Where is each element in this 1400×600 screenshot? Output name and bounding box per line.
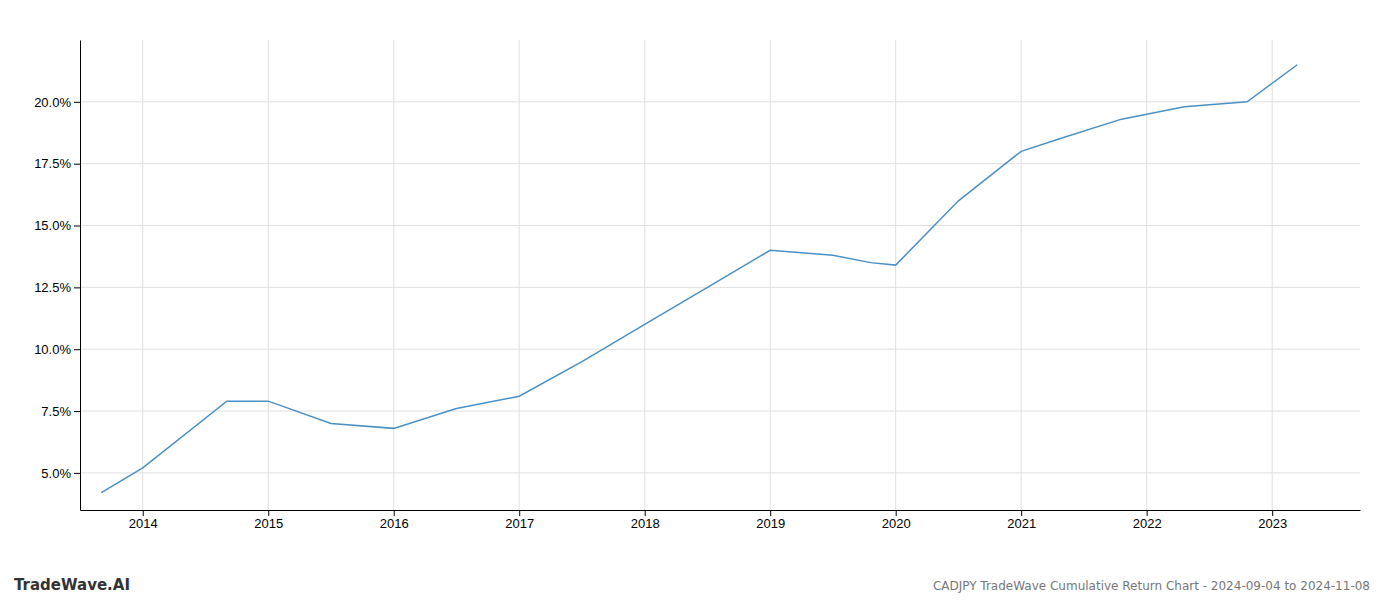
y-tick-label: 5.0% [41,466,71,481]
x-tick: 2017 [505,510,534,531]
x-tick-label: 2022 [1133,516,1162,531]
line [101,65,1297,493]
x-tick: 2023 [1258,510,1287,531]
chart: 2014 2015 2016 2017 2018 2019 2020 2021 2022 2023… [0,0,1400,600]
annotation: TradeWave.AI [14,576,130,594]
title: CADJPY TradeWave Cumulative Return Chart… [933,579,1370,593]
grid-line-y [80,472,1360,473]
grid-line-x [895,40,896,510]
y-tick-mark [74,473,80,474]
x-tick-mark [896,510,897,516]
grid-line-x [1272,40,1273,510]
y-tick: 7.5% [41,404,80,419]
y-tick: 5.0% [41,466,80,481]
y-tick-mark [74,102,80,103]
x-tick-label: 2017 [505,516,534,531]
y-axis: 5.0% 7.5% 10.0% 12.5% 15.0% 17.5% 20.0% [34,41,80,511]
grid-line-x [142,40,143,510]
y-axis-line [80,41,81,511]
marks [101,65,1297,493]
x-tick-mark [645,510,646,516]
x-tick: 2015 [254,510,283,531]
grid-line-x [1146,40,1147,510]
x-tick: 2014 [129,510,158,531]
y-tick: 17.5% [34,156,80,171]
x-tick-mark [394,510,395,516]
x-tick-label: 2015 [254,516,283,531]
x-tick: 2019 [756,510,785,531]
grid-line-x [393,40,394,510]
x-tick-mark [770,510,771,516]
x-tick-mark [143,510,144,516]
grid-line-y [80,287,1360,288]
grid-line-y [80,411,1360,412]
y-tick-mark [74,349,80,350]
grid-line-y [80,349,1360,350]
grid-line-x [644,40,645,510]
x-tick-label: 2023 [1258,516,1287,531]
grid-line-y [80,101,1360,102]
x-tick-label: 2014 [129,516,158,531]
y-tick: 10.0% [34,342,80,357]
x-tick-label: 2018 [631,516,660,531]
x-axis: 2014 2015 2016 2017 2018 2019 2020 2021 2022 2023 [81,510,1361,531]
y-tick-label: 12.5% [34,280,71,295]
grid-line-x [268,40,269,510]
y-tick: 15.0% [34,218,80,233]
y-tick-label: 20.0% [34,95,71,110]
x-axis-line [81,510,1361,511]
x-tick-mark [519,510,520,516]
plot-area: 2014 2015 2016 2017 2018 2019 2020 2021 2022 2023… [34,40,1360,531]
x-tick: 2020 [882,510,911,531]
y-tick-label: 17.5% [34,156,71,171]
x-tick-mark [1147,510,1148,516]
y-tick-label: 15.0% [34,218,71,233]
x-tick-label: 2020 [882,516,911,531]
grid-line-y [80,163,1360,164]
x-tick-label: 2016 [380,516,409,531]
x-tick-mark [268,510,269,516]
x-tick: 2016 [380,510,409,531]
y-tick: 20.0% [34,95,80,110]
y-tick-mark [74,287,80,288]
x-tick-mark [1021,510,1022,516]
x-tick-label: 2021 [1007,516,1036,531]
x-tick-mark [1272,510,1273,516]
grid-line-x [770,40,771,510]
grid [80,40,1360,510]
y-tick-mark [74,226,80,227]
x-tick: 2018 [631,510,660,531]
x-tick: 2021 [1007,510,1036,531]
x-tick: 2022 [1133,510,1162,531]
grid-line-x [1021,40,1022,510]
grid-line-y [80,225,1360,226]
y-tick-label: 10.0% [34,342,71,357]
y-tick: 12.5% [34,280,80,295]
x-tick-label: 2019 [756,516,785,531]
grid-line-x [519,40,520,510]
y-tick-mark [74,164,80,165]
y-tick-label: 7.5% [41,404,71,419]
y-tick-mark [74,411,80,412]
